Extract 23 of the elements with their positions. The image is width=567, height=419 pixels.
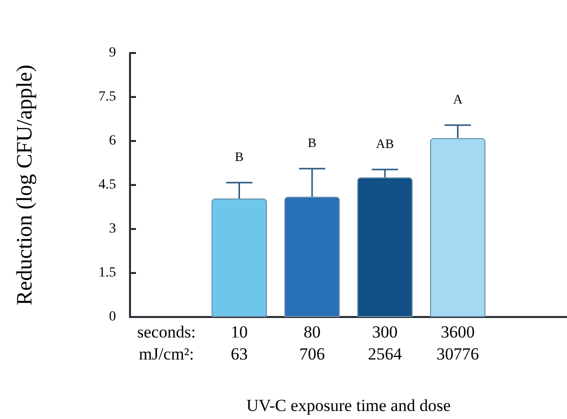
annotation: A (453, 92, 464, 107)
bar (430, 138, 486, 317)
text: seconds: (137, 322, 196, 342)
x-tick-label: 80 706 (299, 322, 325, 364)
text: mJ/cm²: (138, 344, 194, 364)
annotation: B (308, 135, 317, 150)
x-tick-label: 10 63 (230, 322, 248, 364)
bar (284, 196, 340, 317)
annotation: AB (376, 136, 394, 151)
x-tick-label: 3600 30776 (436, 322, 479, 364)
y-axis-title: Reduction (log CFU/apple) (12, 64, 36, 306)
bar (357, 177, 413, 317)
y-tick-label: 6 (109, 134, 116, 148)
y-tick-label: 3 (109, 222, 116, 236)
y-tick-label: 4.5 (98, 178, 116, 192)
y-tick-label: 0 (109, 310, 116, 324)
x-tick-label: 300 2564 (368, 322, 402, 364)
y-tick-label: 7.5 (98, 90, 116, 104)
x-axis-title: UV-C exposure time and dose (246, 396, 451, 415)
y-tick-label: 9 (109, 46, 116, 60)
bar (212, 198, 267, 317)
annotation: B (234, 149, 244, 164)
y-tick-label: 1.5 (98, 266, 116, 280)
